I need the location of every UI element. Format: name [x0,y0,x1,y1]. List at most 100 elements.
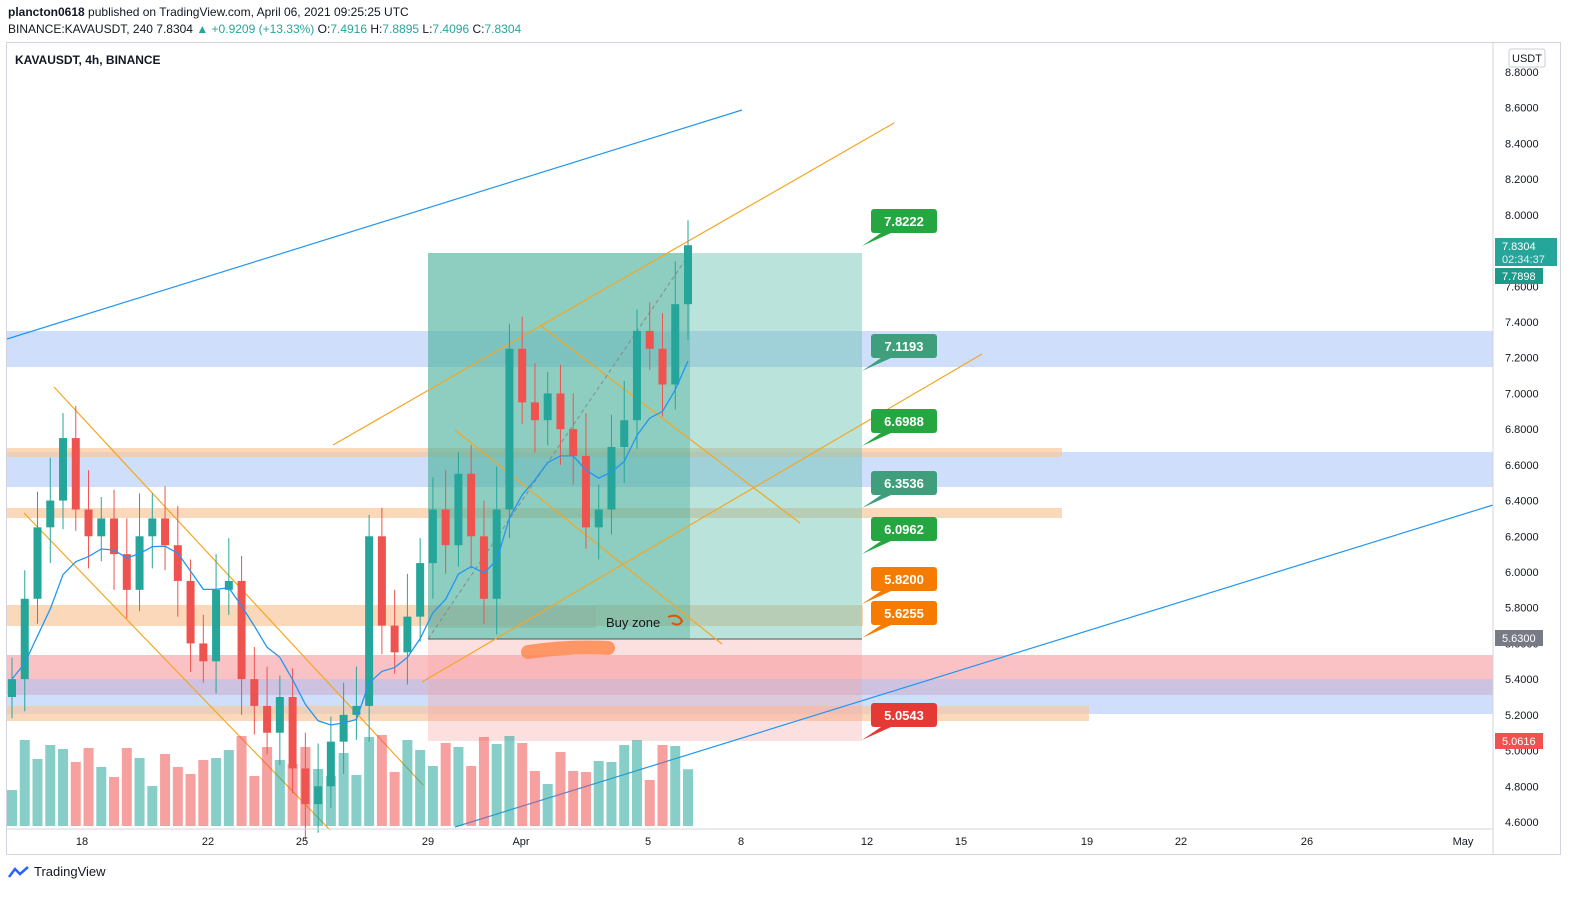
price-tick-label: 5.8000 [1505,603,1539,615]
callout-pointer [862,433,891,446]
volume-bar [262,747,273,826]
ma-price-tag-value: 7.7898 [1502,271,1536,283]
author-name[interactable]: plancton0618 [8,5,85,19]
position-diagonal [427,252,691,640]
volume-bar [45,745,56,826]
close-value: 7.8304 [484,22,522,36]
candle-body [518,348,527,403]
level-callouts: 7.8222 7.1193 6.6988 6.3536 6.0962 5.8200 5.62… [862,209,937,740]
flag-lower-line[interactable] [454,429,723,645]
callout-label: 7.1193 [884,339,923,354]
time-tick-label: Apr [512,836,529,848]
volume-bar [121,748,132,826]
flag-upper-line[interactable] [539,324,801,524]
candle-body [71,438,80,510]
callout-box [871,601,937,625]
candle-body [212,589,221,662]
volume-bar [619,745,630,826]
candle-body [46,500,55,528]
volume-bar [593,761,604,826]
volume-bar [670,746,681,826]
price-tick-label: 8.4000 [1505,138,1539,150]
candle-body [454,473,463,546]
price-tick-label: 7.0000 [1505,388,1539,400]
volume-bar [517,743,528,826]
resistance-zone [7,331,1493,367]
highlight-mark [521,640,615,659]
volume-bars [7,735,693,826]
time-tick-label: 15 [955,836,967,848]
low-label: L: [422,22,433,36]
volume-bar [478,737,489,826]
time-tick-label: 26 [1301,836,1313,848]
currency-label: USDT [1512,53,1542,65]
volume-bar [568,771,579,826]
stop-area[interactable] [428,639,862,741]
callout-box [871,567,937,591]
fire-icon [667,614,684,626]
candle-body [645,330,654,349]
callout-label: 6.3536 [884,476,924,491]
candle-body [84,509,93,537]
volume-bar [657,745,668,826]
candle-body [97,518,106,537]
price-tick-label: 4.6000 [1505,817,1539,829]
candle-body [479,536,488,599]
volume-bar [453,747,464,826]
time-tick-label: 22 [1175,836,1187,848]
candle-body [59,438,68,501]
candle-body [543,393,552,421]
volume-bar [376,735,387,826]
price-axis[interactable]: 8.80008.60008.40008.20008.00007.80007.60… [1505,67,1539,829]
time-axis[interactable]: 18 22 25 29 Apr 5 8 12 15 19 22 26 May [76,836,1474,848]
currency-button[interactable] [1508,48,1546,68]
publisher-line: plancton0618 published on TradingView.co… [8,5,409,19]
volume-bar [491,744,502,826]
moving-average-line [11,360,689,726]
price-tick-label: 6.0000 [1505,567,1539,579]
low-tag [1495,733,1543,749]
open-label: O: [317,22,331,36]
callout-box [871,334,937,358]
footer-brand[interactable]: TradingView [8,864,106,879]
volume-bar [172,767,183,826]
candle-body [428,509,437,564]
candle-body [237,580,246,680]
callout-box [871,703,937,727]
volume-bar [504,736,515,826]
candle-body [684,245,692,305]
candle-body [288,697,297,769]
candle-body [275,697,284,733]
volume-bar [160,754,171,826]
symbol-interval: BINANCE:KAVAUSDT, 240 [8,22,153,36]
volume-bar [402,740,413,826]
volume-bar [147,786,158,826]
volume-bar [198,760,209,826]
channel-lower-line[interactable] [421,353,983,683]
time-tick-label: 29 [422,836,434,848]
volume-bar [211,758,222,826]
price-tick-label: 4.8000 [1505,781,1539,793]
orange-band-2 [7,508,1062,518]
high-value: 7.8895 [382,22,420,36]
last-price-tag [1495,238,1557,266]
candle-body [607,447,616,510]
volume-bar [7,790,17,826]
callout-box [871,209,937,233]
candle-body [441,509,450,546]
volume-bar [644,780,655,826]
callout-pointer [862,233,891,246]
candle-body [161,518,170,546]
candle-body [632,330,641,421]
channel-upper-line[interactable] [332,122,895,446]
high-label: H: [370,22,383,36]
time-tick-label: May [1453,836,1474,848]
volume-bar [555,752,566,826]
volume-bar [427,766,438,826]
upper-blue-trendline[interactable] [6,109,743,340]
candle-body [581,455,590,528]
time-tick-label: 22 [202,836,214,848]
callout-box [871,471,937,495]
price-tick-label: 6.4000 [1505,496,1539,508]
